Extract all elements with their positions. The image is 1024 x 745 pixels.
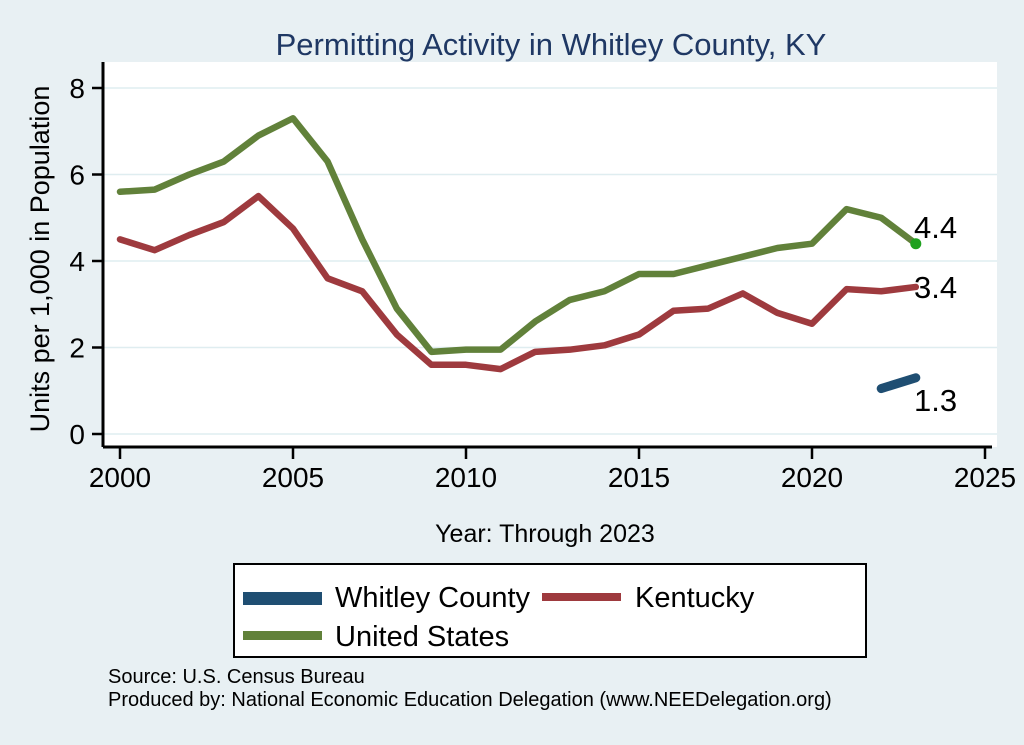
footer: Source: U.S. Census Bureau Produced by: … bbox=[108, 666, 832, 712]
x-tick-label: 2025 bbox=[954, 462, 1016, 493]
series-end-label-kentucky: 3.4 bbox=[914, 270, 958, 305]
y-axis-title: Units per 1,000 in Population bbox=[25, 85, 55, 433]
legend: Whitley County Kentucky United States bbox=[233, 563, 867, 658]
chart-title: Permitting Activity in Whitley County, K… bbox=[275, 27, 827, 62]
legend-label-united-states: United States bbox=[335, 621, 510, 653]
legend-label-kentucky: Kentucky bbox=[635, 582, 755, 614]
series-end-label-whitley-county: 1.3 bbox=[914, 383, 958, 418]
y-tick-label: 6 bbox=[69, 160, 85, 191]
x-tick-label: 2015 bbox=[608, 462, 670, 493]
source-note: Source: U.S. Census Bureau bbox=[108, 666, 365, 688]
series-line-whitley-county bbox=[876, 373, 921, 394]
y-tick-label: 0 bbox=[69, 419, 85, 450]
series-end-label-united-states: 4.4 bbox=[914, 210, 958, 245]
x-tick-label: 2000 bbox=[89, 462, 151, 493]
series-line-kentucky bbox=[116, 192, 920, 373]
legend-label-whitley-county: Whitley County bbox=[335, 582, 531, 614]
x-tick-label: 2010 bbox=[435, 462, 497, 493]
legend-swatch-whitley-county bbox=[243, 592, 322, 605]
series-end-marker bbox=[910, 238, 922, 250]
series-line-united-states bbox=[116, 115, 920, 356]
legend-swatch-kentucky bbox=[542, 593, 621, 601]
x-tick-label: 2005 bbox=[262, 462, 324, 493]
produced-by-note: Produced by: National Economic Education… bbox=[108, 689, 832, 711]
y-tick-label: 8 bbox=[69, 73, 85, 104]
y-tick-label: 2 bbox=[69, 333, 85, 364]
x-axis-title: Year: Through 2023 bbox=[435, 520, 655, 548]
x-tick-label: 2020 bbox=[781, 462, 843, 493]
legend-swatch-united-states bbox=[243, 631, 322, 640]
plot-area bbox=[103, 62, 997, 447]
y-tick-label: 4 bbox=[69, 246, 85, 277]
